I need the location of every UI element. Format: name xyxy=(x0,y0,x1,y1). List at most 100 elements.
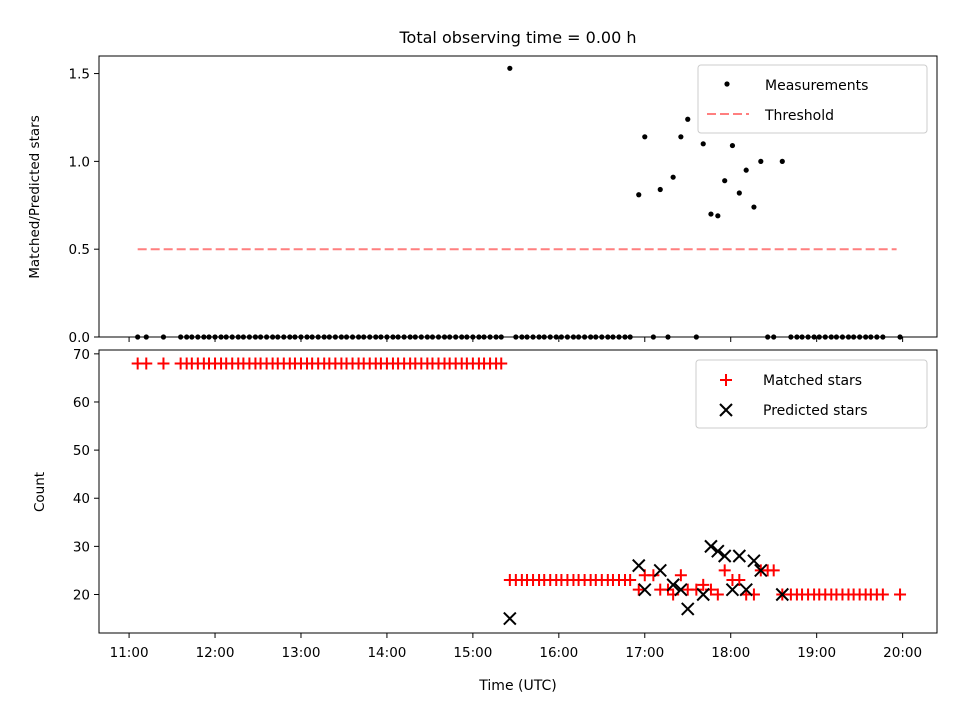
measurement-point xyxy=(447,334,453,340)
chart-title: Total observing time = 0.00 h xyxy=(398,28,636,47)
measurement-point xyxy=(378,334,384,340)
measurement-point xyxy=(863,334,869,340)
top-y-tick-label: 1.5 xyxy=(69,67,90,83)
measurement-point xyxy=(519,334,525,340)
measurement-point xyxy=(412,334,418,340)
top-y-tick-label: 0.0 xyxy=(69,330,90,346)
bottom-y-tick-label: 20 xyxy=(73,587,90,603)
measurement-point xyxy=(229,334,235,340)
x-tick-label: 16:00 xyxy=(539,645,578,661)
measurement-point xyxy=(240,334,246,340)
measurement-point xyxy=(564,334,571,340)
matched-star-point xyxy=(711,588,724,601)
predicted-star-point xyxy=(666,578,680,592)
bottom-y-ticks: 20 30 40 50 60 70 xyxy=(73,347,99,603)
measurement-point xyxy=(257,334,264,340)
measurement-point xyxy=(246,334,253,340)
measurement-point xyxy=(627,334,633,340)
measurement-point xyxy=(275,334,281,340)
measurement-point xyxy=(401,334,407,340)
measurement-point xyxy=(593,334,599,340)
measurement-point xyxy=(235,334,241,340)
measurement-point xyxy=(805,334,811,340)
predicted-star-point xyxy=(638,582,652,597)
measurement-point xyxy=(367,334,373,340)
measurement-point xyxy=(839,334,846,340)
measurement-point xyxy=(650,334,656,340)
measurement-point xyxy=(476,334,482,340)
measurement-point xyxy=(816,334,822,340)
matched-star-point xyxy=(624,574,637,587)
measurement-point xyxy=(441,334,448,340)
bottom-y-tick-label: 30 xyxy=(73,539,90,555)
measurement-point xyxy=(678,134,684,140)
predicted-star-point xyxy=(704,539,718,554)
bottom-x-ticks: 11:00 12:00 13:00 14:00 15:00 16:00 17:00 18:00… xyxy=(110,633,922,661)
measurement-point xyxy=(395,334,401,340)
bottom-legend: Matched stars Predicted stars xyxy=(695,359,928,429)
measurement-point xyxy=(828,334,834,340)
legend-label-matched: Matched stars xyxy=(763,373,862,389)
matched-star-point xyxy=(876,588,889,601)
measurement-point xyxy=(605,334,611,340)
measurement-point xyxy=(321,334,327,340)
measurement-point xyxy=(143,334,149,340)
measurements-legend-marker xyxy=(724,81,730,87)
legend-label-predicted: Predicted stars xyxy=(763,403,868,419)
x-tick-label: 11:00 xyxy=(110,645,149,661)
measurement-point xyxy=(779,158,785,164)
matched-star-point xyxy=(733,574,746,587)
measurement-point xyxy=(407,334,413,340)
measurement-point xyxy=(771,334,777,340)
bottom-panel: 20 30 40 50 60 70 11:00 12:00 13:00 14:00 15:00 16… xyxy=(32,347,938,694)
measurement-point xyxy=(758,158,764,164)
measurement-point xyxy=(897,334,903,340)
measurement-point xyxy=(487,334,493,340)
measurement-point xyxy=(160,334,167,340)
measurement-point xyxy=(524,334,530,340)
predicted-star-point xyxy=(754,563,768,578)
measurement-point xyxy=(729,142,736,149)
measurement-point xyxy=(536,334,542,340)
measurement-point xyxy=(309,334,315,340)
x-tick-label: 17:00 xyxy=(625,645,664,661)
predicted-star-point xyxy=(747,554,761,568)
predicted-star-point xyxy=(681,602,695,616)
measurement-point xyxy=(287,334,293,340)
measurement-point xyxy=(384,334,390,340)
measurement-point xyxy=(481,334,487,340)
top-y-ticks: 0.0 0.5 1.0 1.5 xyxy=(69,67,99,346)
measurement-point xyxy=(429,334,436,340)
top-legend-box xyxy=(697,64,928,134)
measurement-point xyxy=(218,334,224,340)
measurement-point xyxy=(722,178,728,184)
measurement-point xyxy=(530,334,536,340)
measurement-point xyxy=(693,334,699,340)
measurement-point xyxy=(708,211,714,217)
predicted-star-point xyxy=(775,587,789,602)
measurement-point xyxy=(281,334,287,340)
measurement-point xyxy=(349,334,356,340)
legend-label-threshold: Threshold xyxy=(764,108,834,124)
measurement-point xyxy=(418,334,424,340)
matched-star-point xyxy=(767,564,780,577)
legend-label-measurements: Measurements xyxy=(765,78,868,94)
predicted-stars-points xyxy=(503,539,789,626)
measurement-point xyxy=(195,334,201,340)
matched-star-point xyxy=(632,583,645,596)
bottom-y-axis-label: Count xyxy=(32,472,48,512)
matched-star-point xyxy=(894,588,907,601)
measurement-point xyxy=(857,334,863,340)
measurement-point xyxy=(212,334,218,340)
measurement-point xyxy=(715,213,721,219)
measurement-point xyxy=(264,334,270,340)
measurement-point xyxy=(270,334,276,340)
x-tick-label: 18:00 xyxy=(711,645,750,661)
measurement-point xyxy=(361,334,367,340)
measurement-point xyxy=(799,334,805,340)
measurement-point xyxy=(453,334,459,340)
measurement-point xyxy=(184,334,190,340)
measurement-point xyxy=(599,334,605,340)
bottom-legend-box xyxy=(695,359,928,429)
measurement-point xyxy=(326,334,332,340)
